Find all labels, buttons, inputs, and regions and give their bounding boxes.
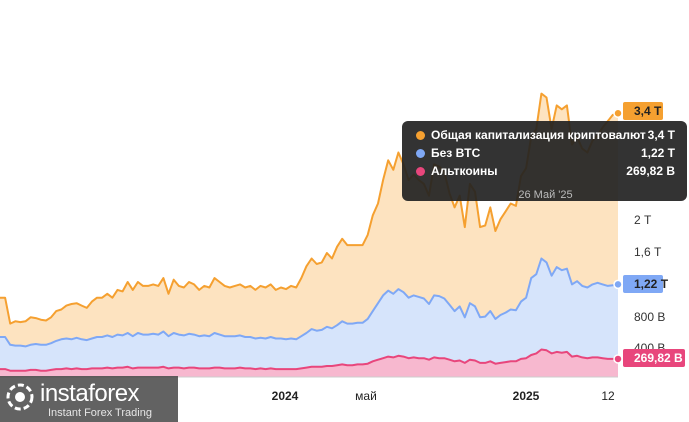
watermark-name: instaforex <box>40 380 140 407</box>
tooltip-series-value: 3,4 Т <box>647 128 675 142</box>
watermark-logo: instaforex Instant Forex Trading <box>0 376 178 422</box>
last-value-tag <box>623 349 685 367</box>
tooltip-row-altcoins: Альткоины 269,82 В <box>416 162 675 180</box>
instaforex-logo-icon <box>6 383 34 411</box>
last-value-label: 269,82 В <box>634 351 683 365</box>
tooltip-dot <box>416 130 425 140</box>
tooltip-series-name: Общая капитализация криптовалют <box>431 128 646 142</box>
tooltip-date: 26 Май '25 <box>518 189 573 201</box>
last-value-label: 3,4 Т <box>634 104 662 118</box>
series-end-marker <box>613 354 623 364</box>
tooltip-series-name: Без BTC <box>431 146 481 160</box>
x-tick-label: 2024 <box>272 389 299 403</box>
series-area-2 <box>0 349 618 377</box>
series-line-1 <box>0 257 619 348</box>
chart-tooltip: Общая капитализация криптовалют 3,4 Т Бе… <box>402 121 687 201</box>
x-tick-label: 12 <box>601 389 615 403</box>
x-tick-label: май <box>355 389 377 403</box>
series-area-0 <box>0 93 618 377</box>
series-end-marker <box>613 279 623 290</box>
last-value-tag <box>623 102 663 120</box>
tooltip-series-name: Альткоины <box>431 164 498 178</box>
tooltip-dot <box>416 166 425 176</box>
tooltip-row-excl-btc: Без BTC 1,22 Т <box>416 144 675 162</box>
series-area-1 <box>0 258 618 377</box>
tooltip-dot <box>416 148 425 158</box>
tooltip-series-value: 269,82 В <box>626 164 675 178</box>
series-line-0 <box>0 92 619 325</box>
last-value-tag <box>623 275 663 293</box>
y-tick-label: 2 Т <box>634 213 652 227</box>
y-tick-label: 800 В <box>634 310 665 324</box>
tooltip-row-total: Общая капитализация криптовалют 3,4 Т <box>416 126 675 144</box>
last-value-label: 1,22 Т <box>634 277 669 291</box>
watermark-subtitle: Instant Forex Trading <box>48 407 152 419</box>
tooltip-series-value: 1,22 Т <box>640 146 675 160</box>
x-tick-label: 2025 <box>513 389 540 403</box>
y-tick-label: 1,6 Т <box>634 245 662 259</box>
series-line-2 <box>0 348 618 372</box>
series-end-marker <box>613 108 623 118</box>
